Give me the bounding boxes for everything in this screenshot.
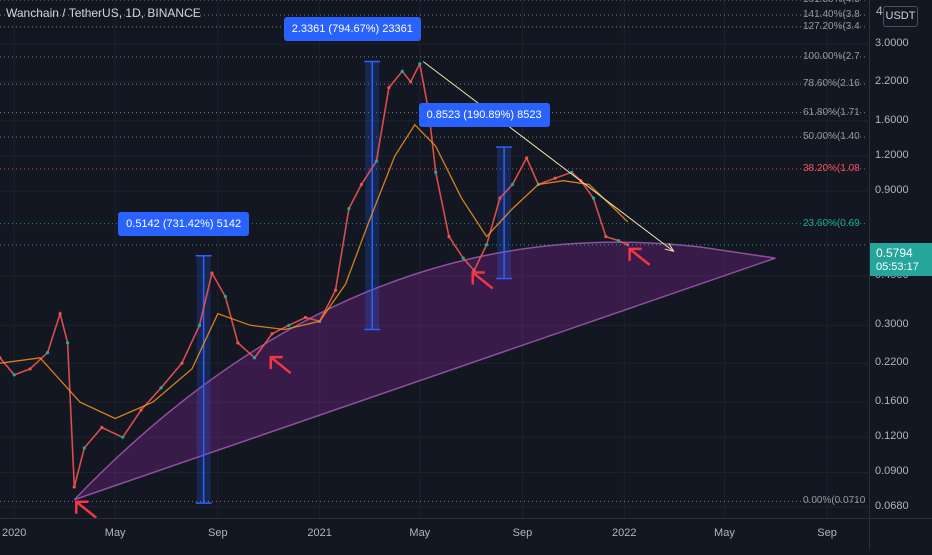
price-point: [82, 446, 86, 450]
y-tick-label: 2.2000: [875, 74, 909, 87]
price-point: [447, 235, 451, 239]
y-tick-label: 1.2000: [875, 148, 909, 161]
price-point: [121, 435, 125, 439]
support-arrow-head: [628, 247, 642, 261]
fib-level-label: 61.80%(1.71: [803, 106, 860, 118]
x-tick-label: 2021: [307, 527, 332, 539]
price-point: [461, 256, 465, 260]
price-point: [12, 373, 16, 377]
moving-average-line: [0, 123, 629, 420]
measure-callout[interactable]: 0.8523 (190.89%) 8523: [418, 103, 550, 128]
x-tick-label: 2020: [1, 527, 27, 539]
price-point: [223, 294, 227, 299]
x-tick-label: May: [104, 527, 126, 539]
support-arrow-head: [269, 355, 283, 370]
y-tick-label: 0.1600: [875, 395, 909, 408]
price-point: [287, 323, 291, 327]
price-point: [553, 176, 557, 180]
measure-callout[interactable]: 2.3361 (794.67%) 23361: [283, 17, 421, 42]
y-tick-label: 0.9000: [875, 184, 909, 197]
price-point: [252, 356, 257, 360]
fib-level-label: 161.80%(4.3: [803, 0, 869, 5]
price-point: [28, 367, 32, 371]
chart-title: Wanchain / TetherUS, 1D, BINANCE: [6, 6, 201, 20]
fib-level-label: 100.00%(2.7: [803, 50, 860, 62]
time-axis-separator: [0, 518, 932, 519]
fib-level-label: 127.20%(3.4: [803, 20, 860, 32]
support-arrow: [628, 247, 651, 266]
x-tick-label: Sep: [512, 527, 533, 539]
price-point: [303, 315, 308, 320]
fib-level-label: 0.00%(0.0710: [803, 495, 866, 507]
measure-callout[interactable]: 0.5142 (731.42%) 5142: [118, 211, 250, 236]
price-point: [58, 312, 62, 316]
price-point: [0, 356, 2, 360]
y-tick-label: 0.0900: [875, 465, 909, 478]
y-tick-label: 1.6000: [875, 113, 909, 126]
fib-level-label: 50.00%(1.40: [803, 131, 860, 143]
price-point: [525, 156, 529, 160]
last-price: 0.5794: [876, 246, 913, 260]
price-point: [236, 341, 240, 345]
price-point: [66, 341, 70, 345]
bar-countdown: 05:53:17: [876, 261, 919, 273]
fib-level-label: 141.40%(3.8: [803, 9, 860, 21]
y-tick-label: 0.1200: [875, 430, 909, 443]
price-axis-separator: [869, 0, 870, 550]
price-point: [180, 361, 184, 365]
price-point: [484, 243, 489, 247]
price-point: [498, 196, 502, 200]
price-point: [400, 69, 404, 73]
price-point: [270, 332, 274, 336]
price-point: [159, 386, 163, 390]
fib-level-label: 78.60%(2.16: [803, 78, 860, 90]
price-point: [139, 408, 143, 412]
price-point: [387, 85, 391, 90]
price-point: [374, 159, 379, 163]
x-tick-label: 2022: [612, 527, 637, 539]
top-tick-label: 4: [876, 4, 883, 18]
price-point: [418, 62, 422, 66]
price-point: [604, 235, 608, 239]
price-point: [100, 425, 104, 430]
y-tick-label: 0.0680: [875, 499, 909, 512]
price-point: [210, 271, 214, 275]
x-tick-label: May: [409, 527, 431, 539]
last-price-tag: 0.5794 05:53:17: [870, 243, 932, 276]
price-point: [72, 485, 76, 489]
price-point: [347, 206, 351, 211]
price-point: [591, 196, 596, 200]
fib-level-label: 38.20%(1.08: [803, 162, 860, 174]
price-point: [626, 243, 630, 247]
price-point: [616, 239, 621, 243]
price-point: [45, 351, 50, 355]
price-point: [197, 323, 202, 327]
y-tick-label: 0.2200: [875, 356, 909, 369]
price-point: [359, 182, 363, 187]
y-tick-label: 3.0000: [875, 36, 909, 49]
arc-support-band: [73, 241, 776, 501]
trend-line: [422, 61, 674, 252]
x-tick-label: Sep: [208, 527, 228, 539]
x-tick-label: Sep: [817, 527, 837, 539]
price-point: [434, 170, 438, 174]
support-arrow: [269, 356, 292, 375]
support-arrow-head: [75, 500, 89, 514]
fib-level-label: 23.60%(0.69: [803, 217, 860, 229]
support-arrow: [75, 500, 98, 519]
price-point: [510, 182, 515, 187]
support-arrow-head: [471, 271, 485, 285]
price-point: [409, 80, 413, 84]
support-arrow: [471, 271, 494, 290]
currency-button[interactable]: USDT: [883, 6, 918, 27]
price-point: [333, 288, 338, 292]
trend-line-arrowhead: [664, 243, 675, 253]
y-tick-label: 0.3000: [875, 318, 909, 331]
x-tick-label: May: [714, 527, 735, 539]
